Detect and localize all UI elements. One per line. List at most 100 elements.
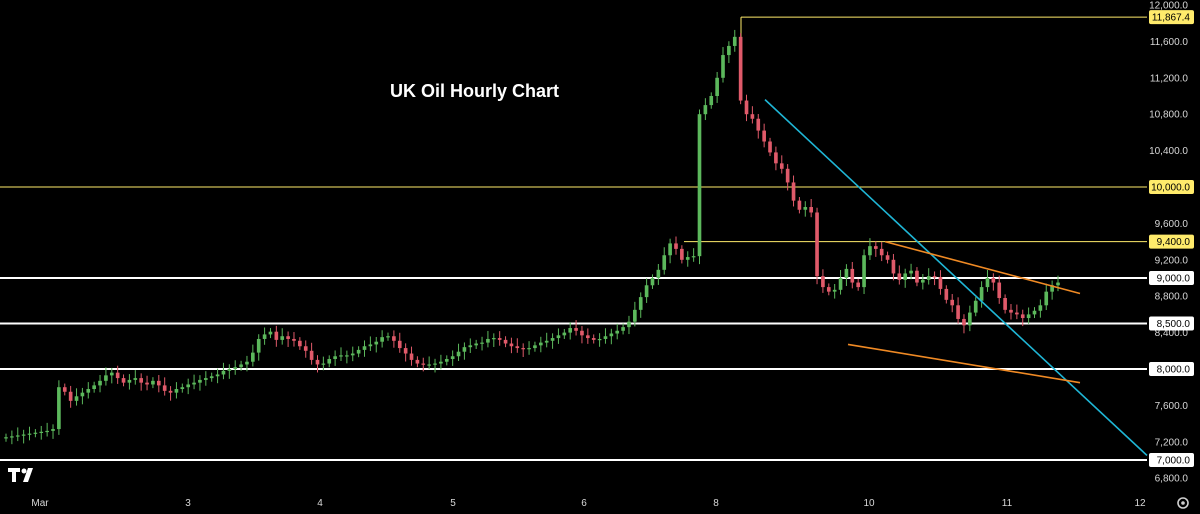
level-price-tag: 9,000.0 — [1149, 271, 1194, 285]
candle-body — [685, 257, 690, 260]
candle-body — [985, 278, 990, 288]
candle-body — [850, 268, 855, 283]
candle-body — [885, 255, 890, 260]
candle-body — [491, 338, 496, 340]
candle-body — [39, 431, 44, 433]
candle-body — [926, 276, 931, 280]
price-tag-label: 8,500.0 — [1157, 319, 1191, 330]
candle-body — [556, 335, 561, 339]
candle-body — [1038, 305, 1043, 311]
candle-body — [180, 387, 185, 390]
candle-body — [462, 347, 467, 352]
candle-body — [109, 372, 114, 376]
candle-body — [227, 369, 232, 371]
candle-body — [380, 337, 384, 342]
candle-body — [738, 36, 743, 101]
candle-body — [826, 287, 831, 292]
candle-body — [274, 331, 279, 340]
candle-body — [203, 378, 208, 380]
level-price-tag: 7,000.0 — [1149, 453, 1194, 467]
candle-body — [574, 328, 578, 331]
candle-body — [791, 182, 796, 201]
candle-body — [603, 336, 608, 339]
candle-body — [51, 429, 55, 431]
candle-body — [45, 430, 49, 433]
price-tag-background — [1149, 271, 1194, 285]
candle-body — [233, 367, 238, 369]
price-tag-background — [1149, 362, 1194, 376]
candle-body — [456, 351, 461, 357]
candle-body — [1009, 309, 1013, 313]
candle-body — [633, 309, 637, 322]
candle-body — [515, 346, 520, 349]
candle-body — [838, 278, 843, 290]
candle-body — [638, 297, 643, 310]
y-tick-label: 8,800.0 — [1155, 292, 1189, 303]
candle-body — [586, 335, 590, 339]
x-tick-label: 3 — [185, 498, 191, 509]
candle-body — [597, 338, 602, 341]
x-tick-label: 4 — [317, 498, 323, 509]
candle-body — [15, 435, 20, 437]
candle-body — [779, 163, 784, 169]
candle-body — [815, 212, 819, 277]
y-tick-label: 6,800.0 — [1155, 474, 1189, 485]
candle-body — [497, 338, 502, 340]
candle-body — [139, 378, 143, 383]
settings-gear-icon[interactable] — [1177, 497, 1189, 509]
candle-body — [544, 340, 549, 343]
candle-body — [903, 273, 908, 280]
trendlines — [764, 99, 1148, 457]
candle-body — [580, 330, 584, 336]
candle-body — [1015, 312, 1019, 315]
candle-body — [550, 338, 555, 341]
candle-body — [427, 364, 431, 366]
price-tag-background — [1149, 180, 1194, 194]
candle-body — [944, 288, 949, 300]
candle-body — [950, 299, 955, 306]
candle-body — [333, 356, 337, 359]
y-tick-label: 7,200.0 — [1155, 437, 1189, 448]
candle-body — [209, 376, 214, 379]
candle-body — [1056, 282, 1060, 286]
price-tag-background — [1149, 453, 1194, 467]
candle-body — [932, 276, 937, 278]
candle-body — [762, 130, 766, 142]
y-tick-label: 8,400.0 — [1155, 328, 1189, 339]
x-tick-label: 8 — [713, 498, 719, 509]
candle-body — [262, 334, 267, 339]
candle-body — [568, 328, 573, 333]
candle-body — [68, 391, 73, 401]
candle-body — [897, 273, 902, 280]
candle-body — [956, 305, 960, 319]
candle-body — [509, 343, 514, 347]
candle-body — [973, 300, 978, 313]
candle-body — [709, 96, 714, 106]
candle-body — [415, 359, 420, 364]
descending-trendline — [764, 99, 1148, 457]
candle-body — [703, 105, 708, 115]
price-tag-background — [1149, 234, 1194, 249]
candle-body — [468, 345, 473, 348]
price-tag-label: 11,867.4 — [1152, 13, 1191, 24]
candle-body — [744, 100, 749, 115]
candle-body — [439, 361, 443, 364]
price-tag-label: 8,000.0 — [1157, 365, 1191, 376]
candle-body — [915, 270, 919, 283]
candle-body — [245, 361, 249, 365]
candle-body — [691, 256, 696, 258]
x-tick-label: 11 — [1002, 498, 1013, 509]
x-tick-label: 5 — [450, 498, 456, 509]
channel-lower-line — [847, 343, 1081, 384]
candle-body — [356, 349, 361, 354]
candle-body — [486, 338, 490, 343]
candle-body — [215, 374, 220, 377]
candle-body — [562, 332, 567, 336]
candle-body — [409, 353, 414, 360]
candle-body — [991, 278, 996, 283]
candle-body — [521, 348, 526, 350]
candle-body — [732, 36, 737, 46]
y-tick-label: 10,400.0 — [1149, 146, 1188, 157]
candle-body — [979, 287, 984, 301]
